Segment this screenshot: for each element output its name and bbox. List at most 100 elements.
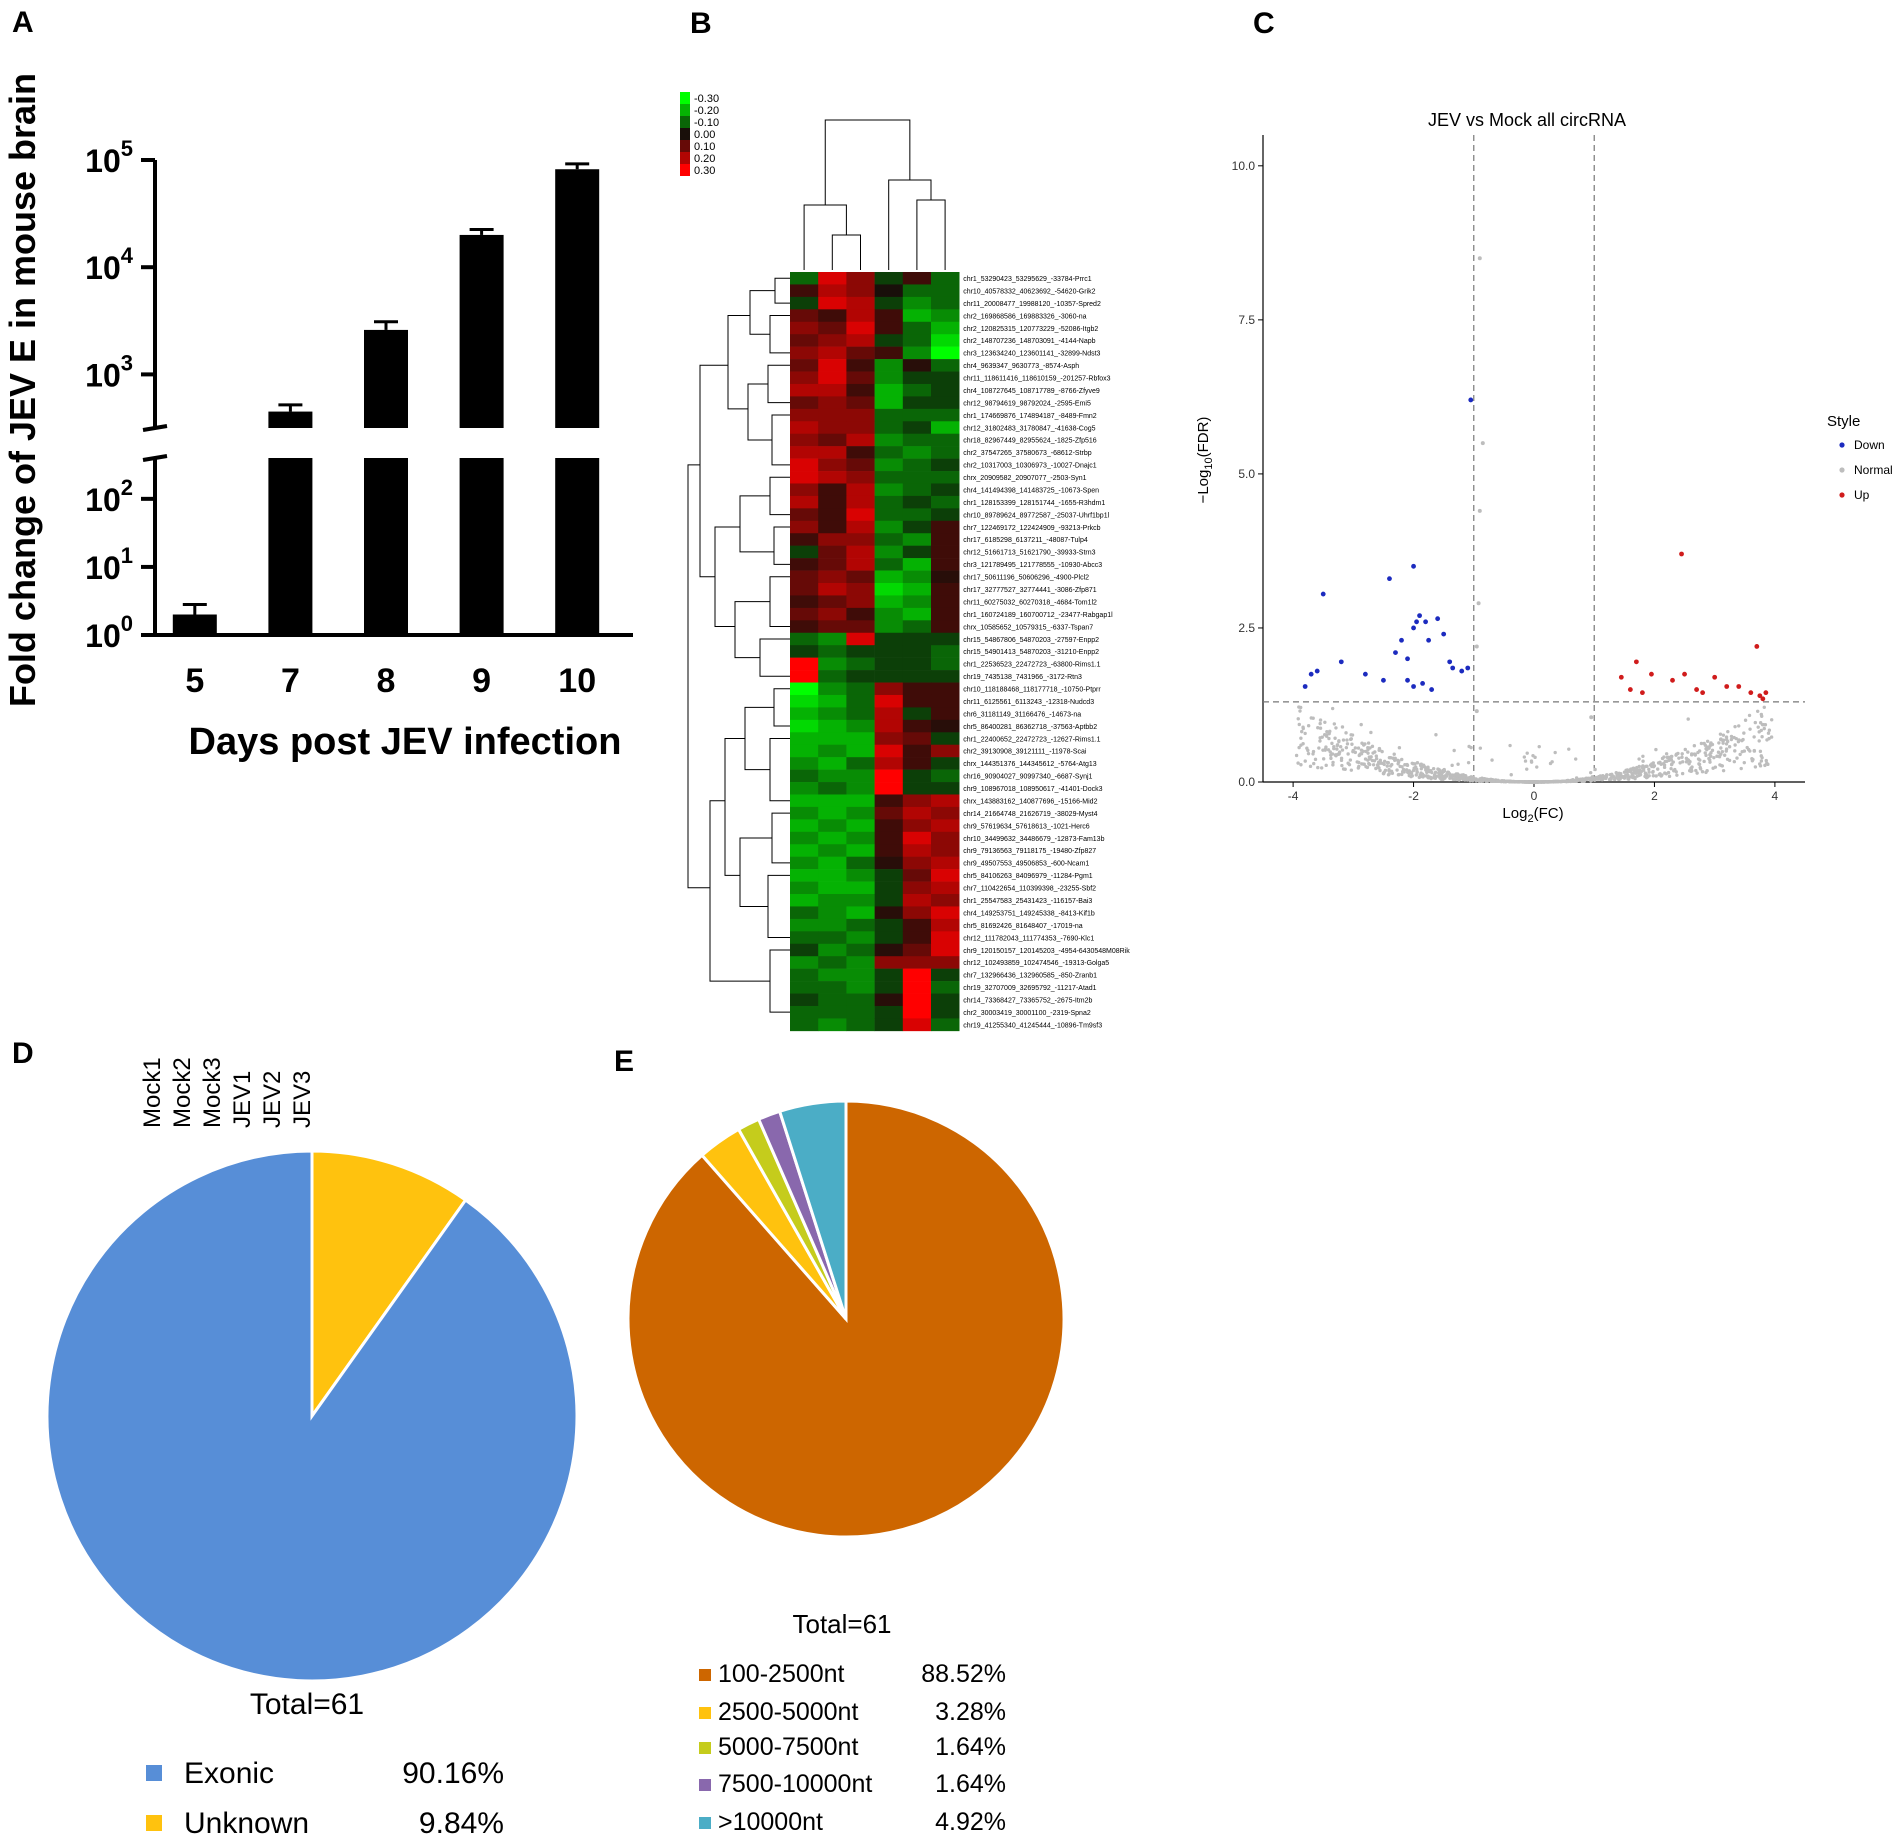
legend-label-e: 7500-10000nt	[718, 1770, 872, 1798]
x-axis-label-c-main: Log	[1502, 805, 1527, 822]
x-tick-label-c: 4	[1772, 789, 1779, 803]
point-normal	[1647, 770, 1651, 774]
heatmap-cell	[931, 446, 960, 459]
heatmap-cell	[790, 558, 819, 571]
point-normal	[1396, 758, 1400, 763]
point-normal	[1327, 736, 1331, 741]
point-normal	[1345, 742, 1350, 746]
row-dendrogram-branch	[771, 812, 790, 864]
point-normal	[1370, 758, 1375, 763]
heatmap-cell	[846, 408, 875, 422]
heatmap-cell	[874, 483, 904, 497]
heatmap-cell	[902, 433, 932, 447]
heatmap-cell	[790, 570, 819, 584]
legend-swatch-e	[699, 1817, 711, 1829]
legend-value-exonic: 90.16%	[402, 1757, 504, 1790]
point-normal	[1380, 761, 1384, 765]
point-normal	[1707, 746, 1711, 750]
y-tick-label-a: 103	[85, 350, 133, 393]
point-normal	[1698, 758, 1702, 762]
point-normal	[1371, 751, 1375, 755]
point-normal	[1508, 743, 1512, 748]
heatmap-cell	[818, 694, 847, 708]
heatmap-cell	[818, 670, 847, 683]
point-normal	[1346, 761, 1350, 765]
point-up	[1694, 687, 1699, 692]
point-normal	[1322, 733, 1327, 737]
point-normal	[1698, 765, 1702, 770]
heatmap-row-label: chr2_120825315_120773229_-52086-Itgb2	[963, 326, 1098, 333]
heatmap-cell	[931, 844, 960, 857]
heatmap-cell	[931, 334, 960, 347]
heatmap-cell	[931, 607, 960, 621]
heatmap-row-label: chr9_120150157_120145203_-4954-6430548M0…	[963, 948, 1130, 955]
point-normal	[1377, 748, 1381, 752]
heatmap-cell	[818, 520, 847, 534]
point-normal	[1321, 757, 1326, 761]
heatmap-cell	[846, 918, 875, 932]
point-normal	[1589, 715, 1594, 720]
y-tick-label-base-a: 10	[85, 143, 121, 179]
heatmap-row-label: chr1_53290423_53295629_-33784-Prrc1	[963, 276, 1092, 283]
y-axis-label-c: −Log10(FDR)	[1195, 417, 1215, 504]
heatmap-cell	[874, 906, 904, 920]
heatmap-cell	[902, 272, 932, 285]
heatmap-cell	[874, 819, 904, 833]
heatmap-cell	[790, 707, 819, 721]
heatmap-cell	[846, 433, 875, 447]
heatmap-row-label: chr10_118188468_118177718_-10750-Ptprr	[963, 687, 1101, 694]
column-dendrogram-branch	[803, 204, 847, 270]
heatmap-cell	[790, 968, 819, 982]
heatmap-cell	[931, 595, 960, 609]
legend-label-e: >10000nt	[718, 1808, 823, 1836]
point-normal	[1661, 761, 1666, 766]
point-normal	[1383, 768, 1388, 773]
bar-a-lower	[268, 458, 313, 635]
point-normal	[1680, 755, 1684, 759]
heatmap-cell	[846, 396, 875, 410]
heatmap-cell	[874, 309, 904, 323]
point-normal	[1612, 777, 1617, 782]
heatmap-cell	[846, 657, 875, 671]
point-normal	[1441, 777, 1445, 781]
heatmap-cell	[902, 732, 932, 746]
point-normal	[1470, 778, 1475, 782]
point-normal	[1523, 759, 1528, 763]
heatmap-row-labels: chr1_53290423_53295629_-33784-Prrc1 chr10…	[963, 276, 1130, 1029]
x-axis-label-c-tail: (FC)	[1534, 805, 1564, 822]
legend-label-normal: Normal	[1854, 463, 1893, 477]
y-tick-label-exp-a: 0	[121, 611, 133, 636]
row-dendrogram-branch	[773, 526, 790, 565]
heatmap-cell	[790, 383, 819, 397]
point-normal	[1626, 777, 1630, 781]
heatmap-cell	[931, 421, 960, 435]
heatmap-cell	[931, 956, 960, 969]
heatmap-cell	[818, 1018, 847, 1032]
point-normal	[1537, 744, 1541, 749]
row-dendrogram-branch	[709, 800, 770, 982]
point-normal	[1389, 769, 1394, 773]
point-normal	[1683, 747, 1687, 752]
heatmap-cell	[846, 632, 875, 646]
point-normal	[1645, 764, 1649, 768]
legend-label-exonic: Exonic	[184, 1757, 274, 1790]
heatmap-row-label: chr11_20008477_19988120_-10357-Spred2	[963, 301, 1101, 308]
heatmap-cell	[790, 346, 819, 360]
heatmap-cell	[902, 334, 932, 347]
point-normal	[1753, 720, 1758, 725]
panel-label-c: C	[1253, 7, 1275, 40]
point-up	[1640, 690, 1645, 696]
heatmap-cell	[846, 719, 875, 733]
y-tick-label-c: 0.0	[1238, 775, 1255, 789]
heatmap-cell	[902, 744, 932, 758]
point-normal	[1667, 758, 1671, 763]
heatmap-cell	[874, 782, 904, 795]
point-normal	[1669, 754, 1674, 759]
point-normal	[1308, 764, 1313, 769]
heatmap-column-label: Mock1	[139, 1057, 166, 1128]
heatmap-cell	[846, 956, 875, 969]
point-normal	[1654, 774, 1658, 778]
heatmap-cell	[790, 620, 819, 634]
point-normal	[1705, 739, 1710, 744]
heatmap-cell	[846, 732, 875, 746]
